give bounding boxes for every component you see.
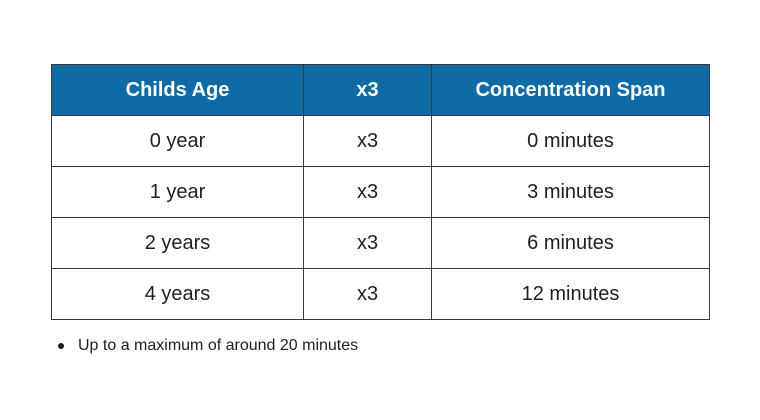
cell-age: 0 year [51,115,304,167]
cell-span: 3 minutes [431,166,710,218]
cell-multiplier: x3 [303,115,432,167]
table-row: 4 years x3 12 minutes [51,268,710,320]
cell-multiplier: x3 [303,268,432,320]
note-text: Up to a maximum of around 20 minutes [78,337,359,354]
cell-multiplier: x3 [303,166,432,218]
table-row: 2 years x3 6 minutes [51,217,710,269]
cell-span: 12 minutes [431,268,710,320]
cell-span: 0 minutes [431,115,710,167]
table-header-row: Childs Age x3 Concentration Span [51,64,710,116]
concentration-span-table-container: Childs Age x3 Concentration Span 0 year … [51,64,710,320]
header-childs-age: Childs Age [51,64,304,116]
concentration-span-table: Childs Age x3 Concentration Span 0 year … [51,64,710,320]
header-multiplier: x3 [303,64,432,116]
cell-age: 4 years [51,268,304,320]
cell-span: 6 minutes [431,217,710,269]
header-concentration-span: Concentration Span [431,64,710,116]
table-row: 1 year x3 3 minutes [51,166,710,218]
note-item: Up to a maximum of around 20 minutes [55,336,358,356]
notes-list: Up to a maximum of around 20 minutes [55,336,358,356]
cell-multiplier: x3 [303,217,432,269]
table-row: 0 year x3 0 minutes [51,115,710,167]
bullet-icon [58,343,64,349]
cell-age: 1 year [51,166,304,218]
cell-age: 2 years [51,217,304,269]
